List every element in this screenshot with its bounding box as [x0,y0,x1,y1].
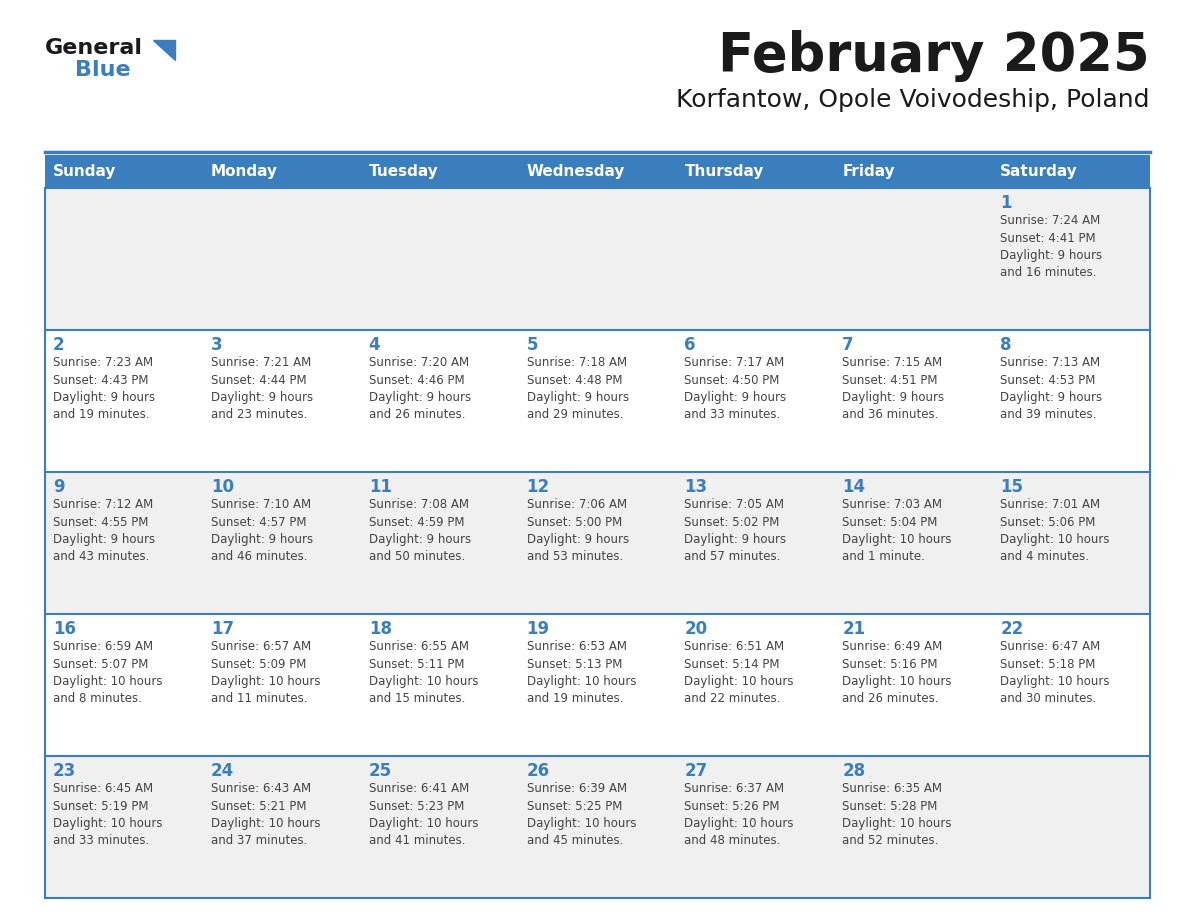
Text: 22: 22 [1000,620,1023,638]
Text: Sunrise: 7:12 AM
Sunset: 4:55 PM
Daylight: 9 hours
and 43 minutes.: Sunrise: 7:12 AM Sunset: 4:55 PM Dayligh… [53,498,156,564]
Text: Sunrise: 6:51 AM
Sunset: 5:14 PM
Daylight: 10 hours
and 22 minutes.: Sunrise: 6:51 AM Sunset: 5:14 PM Dayligh… [684,640,794,706]
Text: Sunrise: 6:59 AM
Sunset: 5:07 PM
Daylight: 10 hours
and 8 minutes.: Sunrise: 6:59 AM Sunset: 5:07 PM Dayligh… [53,640,163,706]
Text: Sunrise: 7:10 AM
Sunset: 4:57 PM
Daylight: 9 hours
and 46 minutes.: Sunrise: 7:10 AM Sunset: 4:57 PM Dayligh… [210,498,312,564]
Text: Sunrise: 7:20 AM
Sunset: 4:46 PM
Daylight: 9 hours
and 26 minutes.: Sunrise: 7:20 AM Sunset: 4:46 PM Dayligh… [368,356,470,421]
Text: 16: 16 [53,620,76,638]
Text: Sunrise: 7:18 AM
Sunset: 4:48 PM
Daylight: 9 hours
and 29 minutes.: Sunrise: 7:18 AM Sunset: 4:48 PM Dayligh… [526,356,628,421]
Text: Wednesday: Wednesday [526,164,625,179]
Text: Blue: Blue [75,60,131,80]
Bar [45,614,1150,756]
Bar [45,155,1150,188]
Text: 1: 1 [1000,194,1012,212]
Text: February 2025: February 2025 [719,30,1150,82]
Text: Sunday: Sunday [53,164,116,179]
Text: Sunrise: 6:35 AM
Sunset: 5:28 PM
Daylight: 10 hours
and 52 minutes.: Sunrise: 6:35 AM Sunset: 5:28 PM Dayligh… [842,782,952,847]
Bar [45,472,1150,614]
Text: Sunrise: 6:47 AM
Sunset: 5:18 PM
Daylight: 10 hours
and 30 minutes.: Sunrise: 6:47 AM Sunset: 5:18 PM Dayligh… [1000,640,1110,706]
Text: Sunrise: 6:55 AM
Sunset: 5:11 PM
Daylight: 10 hours
and 15 minutes.: Sunrise: 6:55 AM Sunset: 5:11 PM Dayligh… [368,640,479,706]
Text: Sunrise: 6:49 AM
Sunset: 5:16 PM
Daylight: 10 hours
and 26 minutes.: Sunrise: 6:49 AM Sunset: 5:16 PM Dayligh… [842,640,952,706]
Text: 28: 28 [842,762,865,780]
Bar [45,188,1150,330]
Text: 12: 12 [526,478,550,496]
Text: Sunrise: 7:05 AM
Sunset: 5:02 PM
Daylight: 9 hours
and 57 minutes.: Sunrise: 7:05 AM Sunset: 5:02 PM Dayligh… [684,498,786,564]
Text: Sunrise: 6:39 AM
Sunset: 5:25 PM
Daylight: 10 hours
and 45 minutes.: Sunrise: 6:39 AM Sunset: 5:25 PM Dayligh… [526,782,636,847]
Text: Friday: Friday [842,164,895,179]
Text: 23: 23 [53,762,76,780]
Text: 10: 10 [210,478,234,496]
Text: 5: 5 [526,336,538,354]
Text: 24: 24 [210,762,234,780]
Text: Saturday: Saturday [1000,164,1078,179]
Text: General: General [45,38,143,58]
Text: 2: 2 [53,336,64,354]
Text: 11: 11 [368,478,392,496]
Text: Sunrise: 7:24 AM
Sunset: 4:41 PM
Daylight: 9 hours
and 16 minutes.: Sunrise: 7:24 AM Sunset: 4:41 PM Dayligh… [1000,214,1102,279]
Text: Sunrise: 7:17 AM
Sunset: 4:50 PM
Daylight: 9 hours
and 33 minutes.: Sunrise: 7:17 AM Sunset: 4:50 PM Dayligh… [684,356,786,421]
Text: Sunrise: 7:13 AM
Sunset: 4:53 PM
Daylight: 9 hours
and 39 minutes.: Sunrise: 7:13 AM Sunset: 4:53 PM Dayligh… [1000,356,1102,421]
Text: 18: 18 [368,620,392,638]
Text: Sunrise: 6:41 AM
Sunset: 5:23 PM
Daylight: 10 hours
and 41 minutes.: Sunrise: 6:41 AM Sunset: 5:23 PM Dayligh… [368,782,479,847]
Text: Sunrise: 6:37 AM
Sunset: 5:26 PM
Daylight: 10 hours
and 48 minutes.: Sunrise: 6:37 AM Sunset: 5:26 PM Dayligh… [684,782,794,847]
Text: Sunrise: 7:21 AM
Sunset: 4:44 PM
Daylight: 9 hours
and 23 minutes.: Sunrise: 7:21 AM Sunset: 4:44 PM Dayligh… [210,356,312,421]
Text: Sunrise: 7:15 AM
Sunset: 4:51 PM
Daylight: 9 hours
and 36 minutes.: Sunrise: 7:15 AM Sunset: 4:51 PM Dayligh… [842,356,944,421]
Text: 21: 21 [842,620,865,638]
Text: 8: 8 [1000,336,1012,354]
Text: Sunrise: 6:45 AM
Sunset: 5:19 PM
Daylight: 10 hours
and 33 minutes.: Sunrise: 6:45 AM Sunset: 5:19 PM Dayligh… [53,782,163,847]
Text: 19: 19 [526,620,550,638]
Text: Sunrise: 7:23 AM
Sunset: 4:43 PM
Daylight: 9 hours
and 19 minutes.: Sunrise: 7:23 AM Sunset: 4:43 PM Dayligh… [53,356,156,421]
Bar [45,756,1150,898]
Text: 15: 15 [1000,478,1023,496]
Text: Sunrise: 7:03 AM
Sunset: 5:04 PM
Daylight: 10 hours
and 1 minute.: Sunrise: 7:03 AM Sunset: 5:04 PM Dayligh… [842,498,952,564]
Text: Korfantow, Opole Voivodeship, Poland: Korfantow, Opole Voivodeship, Poland [676,88,1150,112]
Text: 7: 7 [842,336,854,354]
Text: Sunrise: 7:01 AM
Sunset: 5:06 PM
Daylight: 10 hours
and 4 minutes.: Sunrise: 7:01 AM Sunset: 5:06 PM Dayligh… [1000,498,1110,564]
Text: Monday: Monday [210,164,278,179]
Text: 14: 14 [842,478,865,496]
Text: 17: 17 [210,620,234,638]
Text: 13: 13 [684,478,708,496]
Text: Sunrise: 7:08 AM
Sunset: 4:59 PM
Daylight: 9 hours
and 50 minutes.: Sunrise: 7:08 AM Sunset: 4:59 PM Dayligh… [368,498,470,564]
Text: Sunrise: 7:06 AM
Sunset: 5:00 PM
Daylight: 9 hours
and 53 minutes.: Sunrise: 7:06 AM Sunset: 5:00 PM Dayligh… [526,498,628,564]
Bar [45,330,1150,472]
Text: 27: 27 [684,762,708,780]
Polygon shape [153,40,175,60]
Text: 25: 25 [368,762,392,780]
Text: 6: 6 [684,336,696,354]
Text: 20: 20 [684,620,708,638]
Text: 9: 9 [53,478,64,496]
Text: Sunrise: 6:57 AM
Sunset: 5:09 PM
Daylight: 10 hours
and 11 minutes.: Sunrise: 6:57 AM Sunset: 5:09 PM Dayligh… [210,640,321,706]
Text: Sunrise: 6:43 AM
Sunset: 5:21 PM
Daylight: 10 hours
and 37 minutes.: Sunrise: 6:43 AM Sunset: 5:21 PM Dayligh… [210,782,321,847]
Text: 3: 3 [210,336,222,354]
Text: Thursday: Thursday [684,164,764,179]
Text: Tuesday: Tuesday [368,164,438,179]
Text: Sunrise: 6:53 AM
Sunset: 5:13 PM
Daylight: 10 hours
and 19 minutes.: Sunrise: 6:53 AM Sunset: 5:13 PM Dayligh… [526,640,636,706]
Text: 4: 4 [368,336,380,354]
Text: 26: 26 [526,762,550,780]
